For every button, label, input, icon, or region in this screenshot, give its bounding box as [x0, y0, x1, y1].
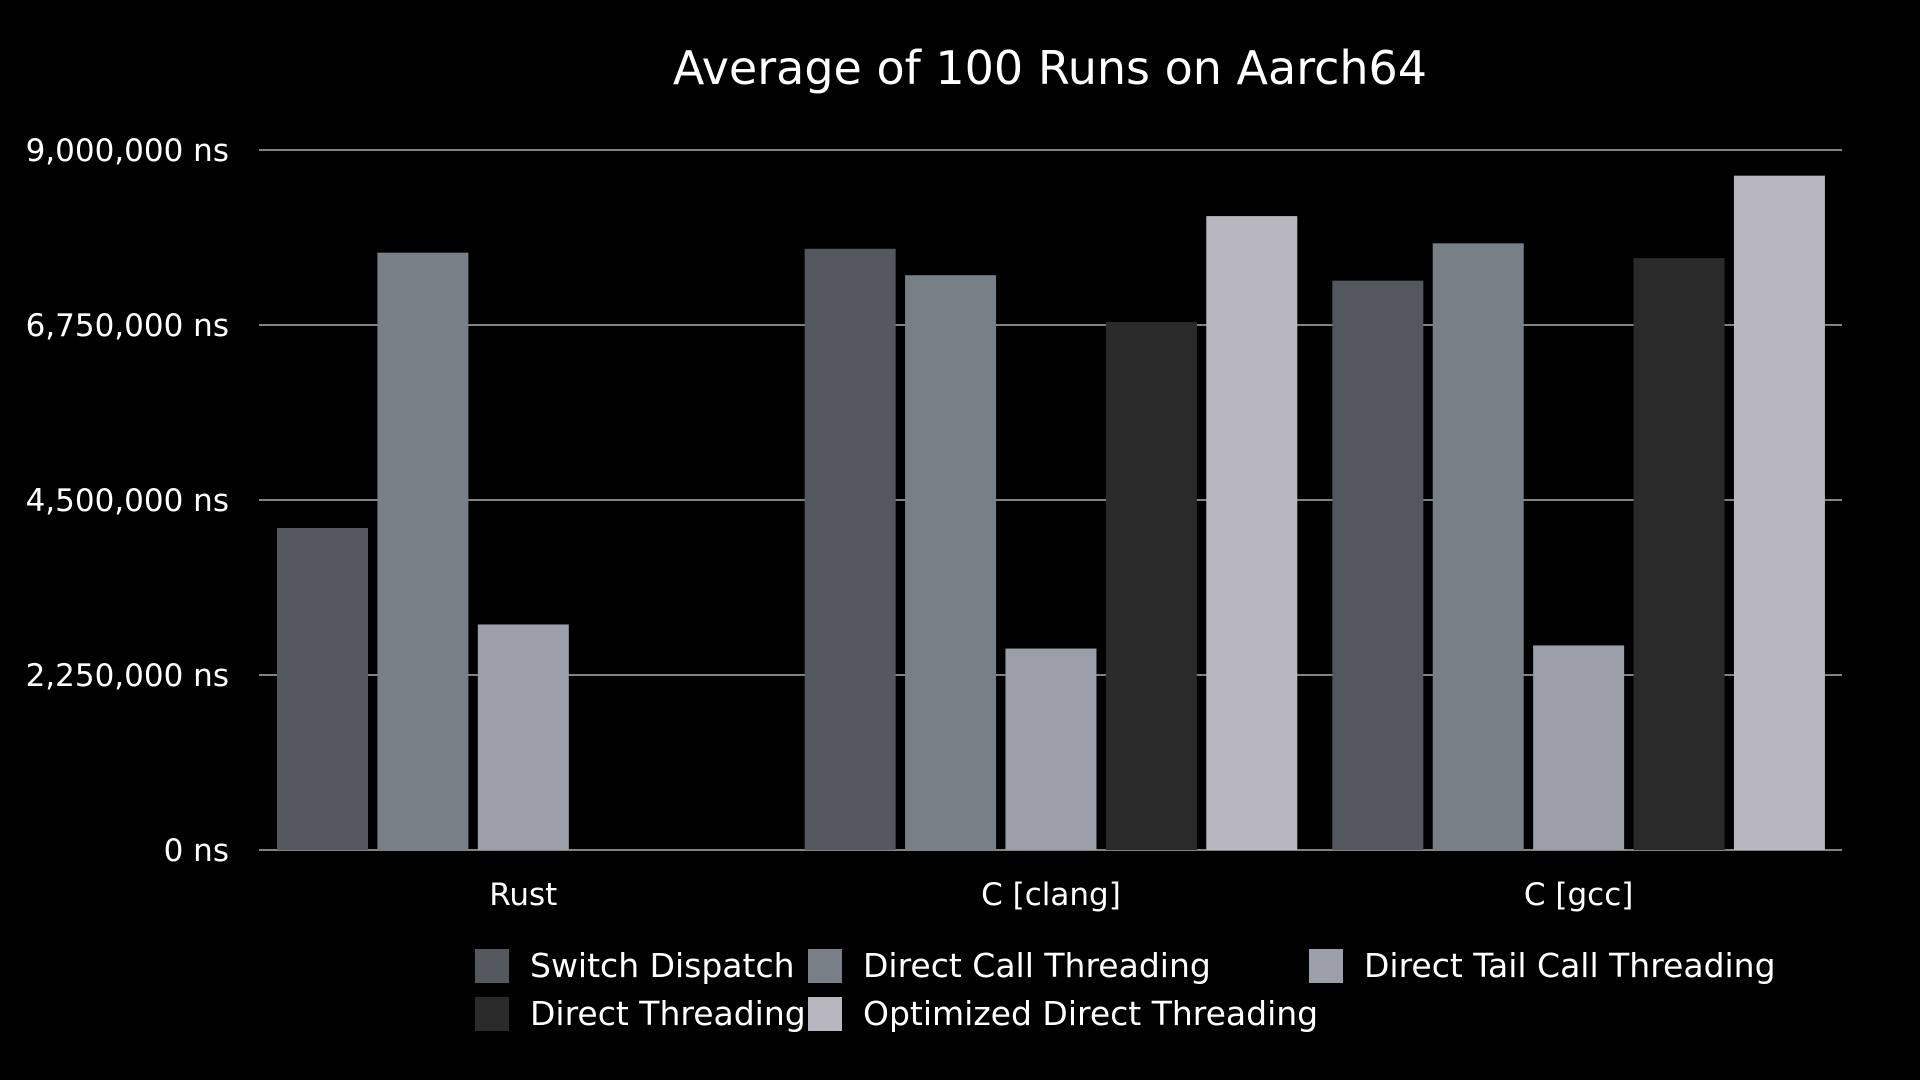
legend-swatch — [808, 997, 842, 1031]
bars — [277, 175, 1825, 851]
y-tick-label: 9,000,000 ns — [26, 133, 229, 169]
x-category-label: C [gcc] — [1524, 877, 1633, 913]
bar — [477, 624, 569, 850]
legend-item: Direct Tail Call Threading — [1309, 946, 1776, 985]
x-category-label: Rust — [489, 877, 557, 913]
legend-label: Direct Tail Call Threading — [1364, 946, 1776, 985]
legend-label: Switch Dispatch — [530, 946, 795, 985]
bar — [1432, 243, 1524, 851]
legend-label: Direct Call Threading — [863, 946, 1211, 985]
x-category-label: C [clang] — [981, 877, 1121, 913]
legend-item: Direct Threading — [475, 994, 806, 1033]
legend-label: Optimized Direct Threading — [863, 994, 1318, 1033]
bar — [1206, 216, 1298, 851]
bar — [1332, 280, 1424, 851]
chart-title: Average of 100 Runs on Aarch64 — [673, 41, 1427, 95]
y-tick-label: 0 ns — [164, 833, 229, 869]
legend-label: Direct Threading — [530, 994, 806, 1033]
legend-item: Switch Dispatch — [475, 946, 795, 985]
y-axis-tick-labels: 0 ns 2,250,000 ns 4,500,000 ns 6,750,000 ns… — [26, 133, 229, 869]
y-tick-label: 2,250,000 ns — [26, 658, 229, 694]
legend-swatch — [475, 949, 509, 983]
bar — [1633, 258, 1725, 851]
y-tick-label: 6,750,000 ns — [26, 308, 229, 344]
legend-swatch — [1309, 949, 1343, 983]
bar — [1733, 175, 1825, 850]
bar — [277, 528, 368, 850]
bar — [905, 275, 997, 850]
legend-swatch — [808, 949, 842, 983]
bar — [377, 252, 469, 850]
legend-item: Direct Call Threading — [808, 946, 1211, 985]
bar — [1105, 321, 1197, 850]
legend: Switch Dispatch Direct Call Threading Dire… — [475, 946, 1776, 1033]
bar — [1533, 645, 1625, 850]
x-axis-category-labels: Rust C [clang] C [gcc] — [489, 877, 1633, 913]
bar — [804, 248, 896, 850]
legend-item: Optimized Direct Threading — [808, 994, 1318, 1033]
y-tick-label: 4,500,000 ns — [26, 483, 229, 519]
bar — [1005, 648, 1097, 850]
legend-swatch — [475, 997, 509, 1031]
